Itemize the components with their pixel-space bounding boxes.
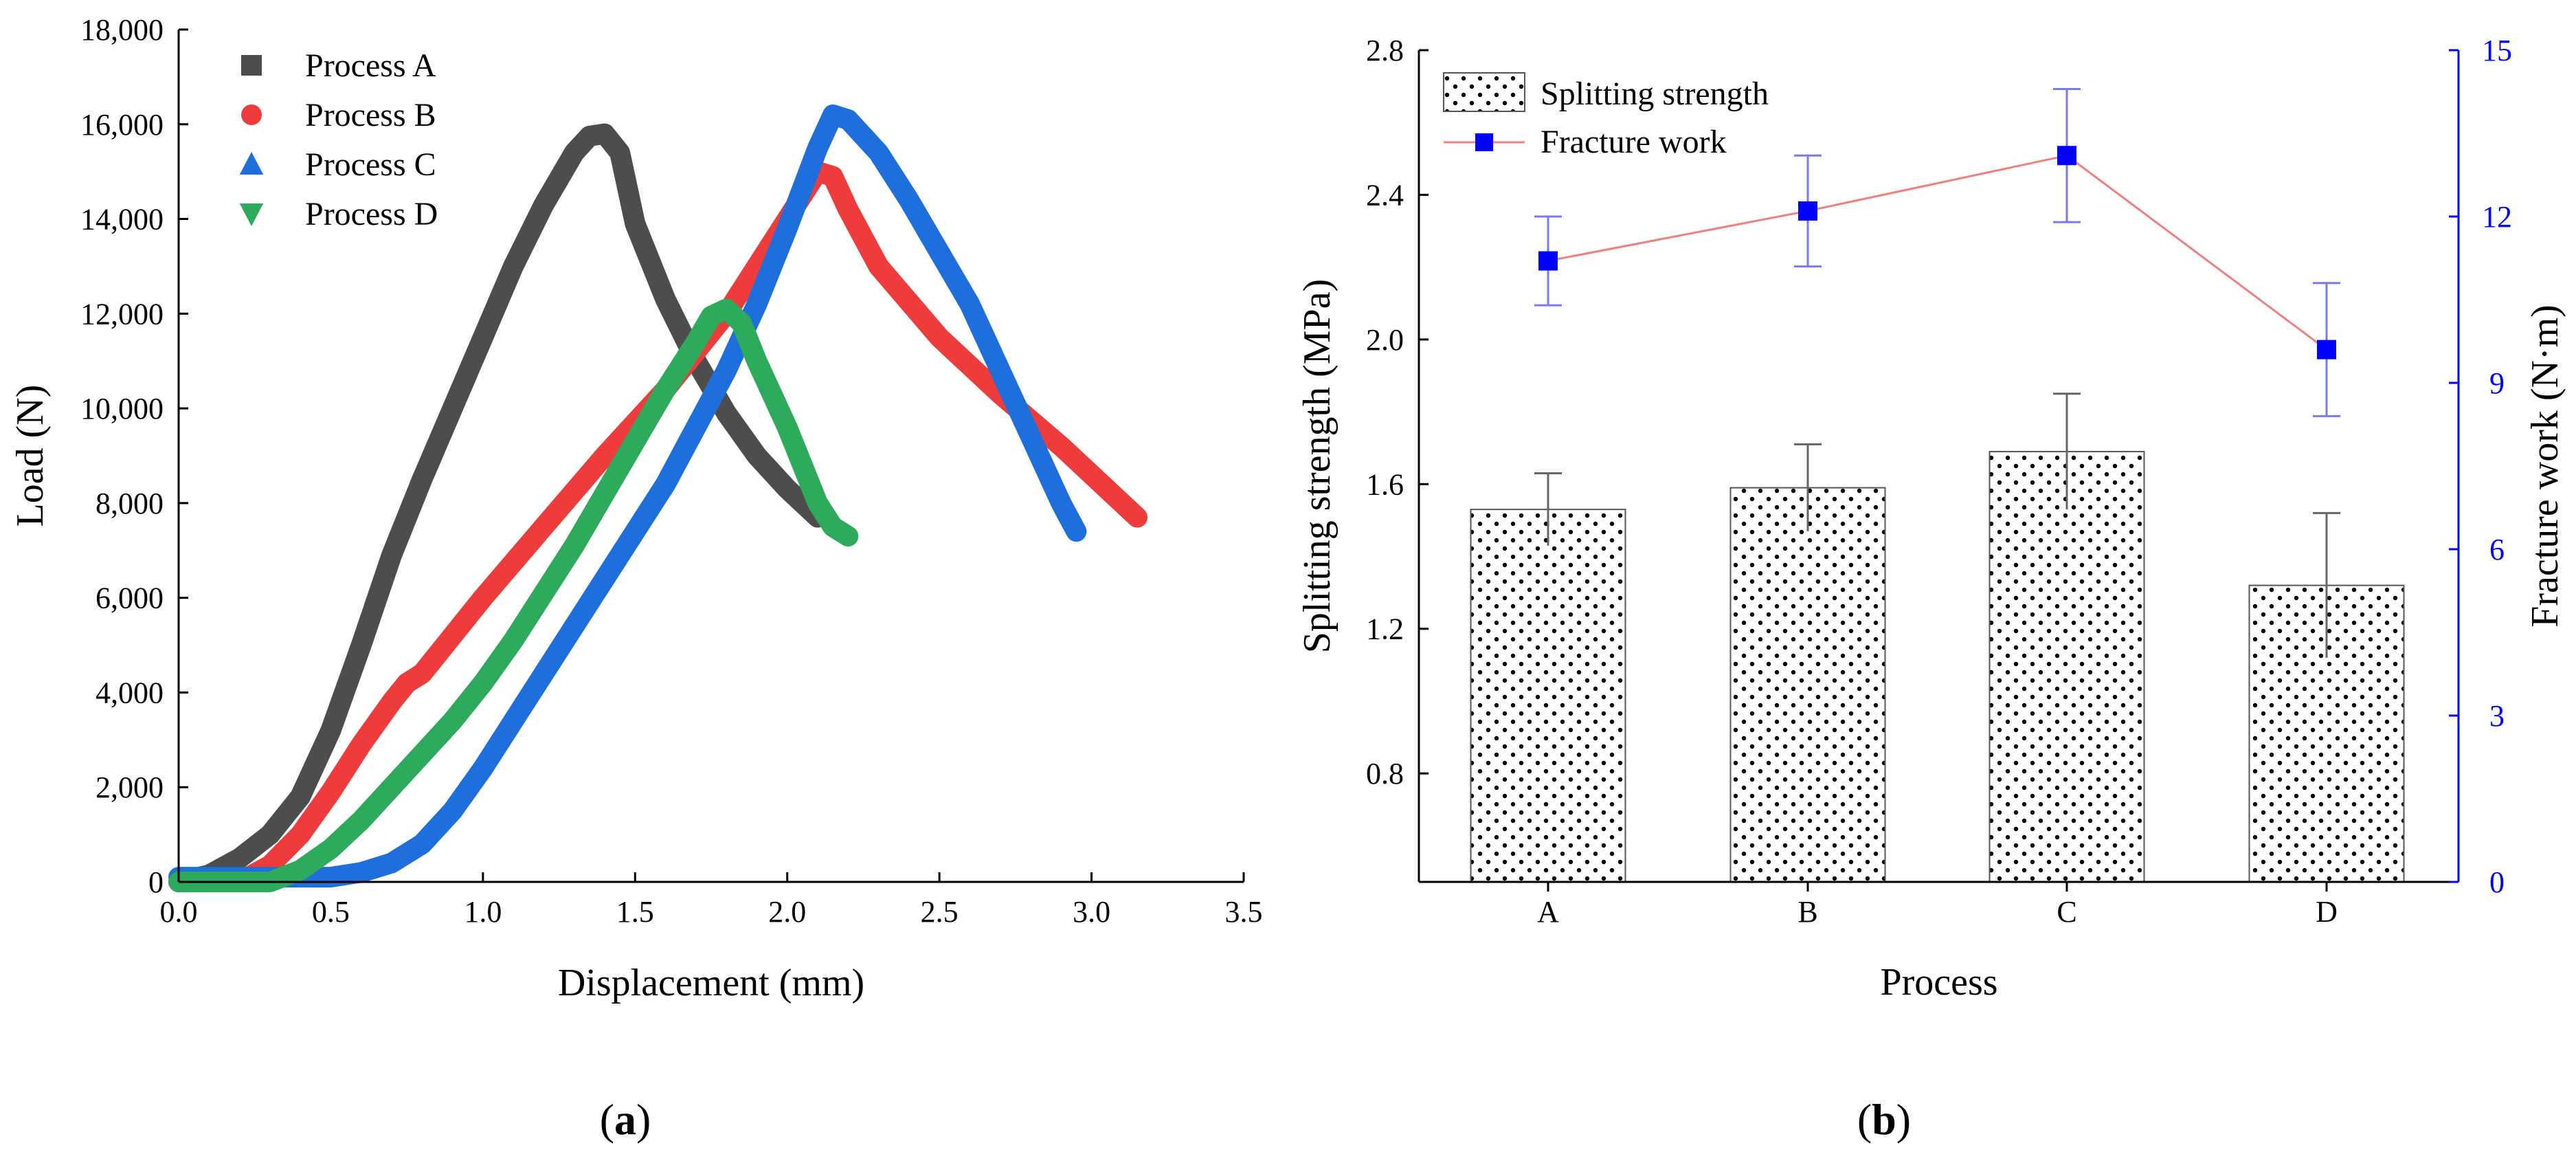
panel-a-y-tick-label: 0 (148, 865, 164, 899)
panel-a-series-line-process-d (168, 298, 859, 892)
panel-a-axis-ticks: 0.0 0.5 1.0 1.5 2.0 2.5 3.0 3.5 0 2,000 4,000 6,000… (80, 13, 1263, 929)
panel-a-series-line-process-b (168, 161, 1147, 892)
panel-b-x-tick-label: D (2316, 895, 2338, 929)
panel-a-y-tick-label: 16,000 (80, 108, 164, 142)
panel-b-right-tick-label: 15 (2482, 34, 2512, 67)
panel-b-bar-C (1989, 450, 2145, 883)
panel-a-x-tick-label: 2.5 (921, 895, 959, 929)
panel-b-legend-bar-swatch (1443, 72, 1525, 112)
panel-a-x-tick-label: 0.5 (312, 895, 350, 929)
panel-a-series (168, 104, 1147, 892)
panel-b-right-axis-title: Fracture work (N·m) (2524, 305, 2566, 628)
panel-a-label-letter: a (614, 1095, 636, 1144)
panel-b-chart: 0.8 1.2 1.6 2.0 2.4 2.8 0 3 6 9 12 15 A B C D Splitting… (1296, 34, 2566, 1144)
panel-b-bar-B (1729, 487, 1886, 883)
panel-b-x-axis-title: Process (1880, 961, 1997, 1004)
panel-a-legend-label: Process D (305, 196, 438, 232)
panel-b-x-tick-label: A (1537, 895, 1559, 929)
panel-b-fracture-work-line (1547, 154, 2327, 351)
panel-b-legend-label: Fracture work (1541, 124, 1727, 160)
panel-a-x-tick-label: 3.5 (1225, 895, 1263, 929)
panel-a-x-tick-label: 1.0 (464, 895, 502, 929)
panel-b-line-series (1534, 87, 2340, 417)
panel-a-legend: Process A Process B Process C Process D (239, 47, 438, 232)
panel-b-right-tick-label: 12 (2482, 200, 2512, 234)
panel-b-right-tick-label: 0 (2489, 865, 2505, 899)
panel-b-left-tick-label: 1.6 (1366, 467, 1404, 501)
panel-a-y-tick-label: 10,000 (80, 392, 164, 425)
panel-b-y-axis-title: Splitting strength (MPa) (1296, 279, 1339, 653)
panel-a-y-tick-label: 8,000 (96, 487, 164, 520)
panel-a-legend-label: Process A (305, 47, 436, 84)
panel-b-legend: Splitting strength Fracture work (1443, 72, 1769, 160)
panel-b-label: (b) (1857, 1095, 1911, 1144)
panel-a-x-axis-title: Displacement (mm) (558, 962, 864, 1004)
panel-b-line-point (2317, 340, 2336, 360)
panel-b-line-point (1798, 201, 1817, 221)
panel-a-label: (a) (600, 1095, 651, 1144)
panel-a-y-axis-title: Load (N) (9, 385, 52, 527)
panel-b-bars (1470, 392, 2405, 883)
panel-a-legend-marker (241, 55, 262, 76)
panel-b-label-letter: b (1872, 1095, 1896, 1144)
panel-b-left-tick-label: 2.4 (1366, 178, 1404, 212)
panel-a-legend-label: Process B (305, 97, 436, 133)
panel-a-chart: 0.0 0.5 1.0 1.5 2.0 2.5 3.0 3.5 0 2,000 4,000 6,000… (9, 13, 1263, 1144)
panel-a-y-tick-label: 2,000 (96, 771, 164, 804)
panel-b-axis-ticks: 0.8 1.2 1.6 2.0 2.4 2.8 0 3 6 9 12 15 A B C D (1366, 34, 2512, 929)
panel-b-legend-marker (1475, 133, 1493, 151)
panel-b-line-point (2057, 146, 2076, 166)
panel-a-series-line-process-a (168, 123, 828, 892)
panel-a-legend-marker (241, 104, 262, 125)
panel-a-y-tick-label: 12,000 (80, 297, 164, 331)
panel-a-x-tick-label: 3.0 (1073, 895, 1110, 929)
panel-b-bar-A (1470, 509, 1626, 883)
panel-b-right-tick-label: 3 (2489, 699, 2505, 733)
panel-a-legend-marker (239, 203, 264, 226)
panel-a-y-tick-label: 4,000 (96, 676, 164, 709)
panel-a-x-tick-label: 0.0 (160, 895, 198, 929)
panel-a-y-tick-label: 14,000 (80, 203, 164, 236)
panel-b-line-point (1538, 251, 1558, 271)
panel-b-left-tick-label: 2.8 (1366, 34, 1404, 67)
panel-a-x-tick-label: 1.5 (616, 895, 654, 929)
panel-a-legend-marker (239, 152, 264, 175)
panel-b-legend-label: Splitting strength (1541, 76, 1769, 112)
panel-b-left-tick-label: 2.0 (1366, 323, 1404, 357)
panel-b-x-tick-label: B (1797, 895, 1817, 929)
panel-b-right-tick-label: 9 (2489, 366, 2505, 400)
panel-a-y-tick-label: 18,000 (80, 13, 164, 47)
panel-a-x-tick-label: 2.0 (768, 895, 806, 929)
panel-b-x-tick-label: C (2057, 895, 2076, 929)
panel-a-y-tick-label: 6,000 (96, 582, 164, 615)
panel-b-right-tick-label: 6 (2489, 533, 2505, 566)
panel-a-legend-label: Process C (305, 146, 436, 183)
panel-b-left-tick-label: 1.2 (1366, 612, 1404, 646)
panel-b-left-tick-label: 0.8 (1366, 757, 1404, 790)
